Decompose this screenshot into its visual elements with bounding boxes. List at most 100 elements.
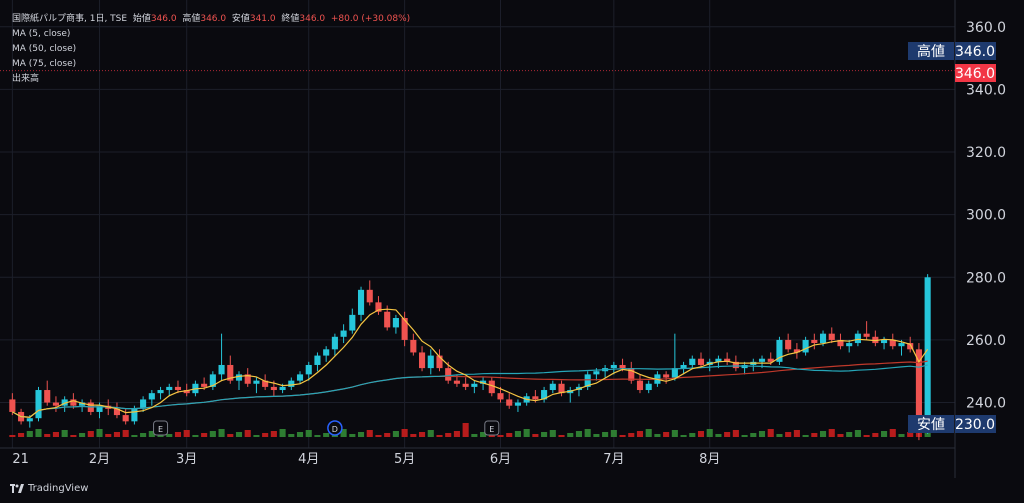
candle-body	[584, 374, 591, 387]
volume-bar	[584, 429, 591, 437]
volume-bar	[497, 435, 504, 437]
volume-bar	[9, 435, 16, 437]
event-label: E	[489, 425, 494, 434]
high-badge-value-bg	[955, 42, 996, 60]
volume-bar	[384, 433, 391, 437]
candle-body	[924, 277, 931, 431]
last-badge-value-bg	[955, 64, 996, 82]
x-tick-label: 4月	[298, 452, 319, 467]
volume-bar	[401, 429, 408, 437]
candle-body	[122, 415, 129, 422]
volume-bar	[70, 435, 77, 437]
volume-bar	[828, 429, 835, 437]
candle-body	[793, 349, 800, 353]
candle-body	[401, 318, 408, 340]
candle-body	[288, 380, 295, 387]
volume-bar	[253, 435, 260, 437]
y-tick-label: 260.0	[966, 333, 1006, 349]
candle-body	[436, 355, 443, 369]
volume-bar	[453, 431, 460, 437]
candle-body	[610, 364, 617, 369]
candle-body	[819, 333, 827, 344]
event-marker-e[interactable]: E	[484, 420, 500, 436]
low-badge-label-bg	[908, 415, 954, 433]
volume-bar	[209, 431, 216, 437]
candle-body	[915, 349, 922, 431]
y-tick-label: 240.0	[966, 396, 1006, 412]
candle-body	[471, 383, 478, 387]
volume-bar	[183, 430, 190, 437]
candle-body	[532, 396, 539, 400]
candle-body	[44, 390, 51, 403]
tradingview-logo[interactable]: TradingView	[10, 483, 88, 494]
volume-bar	[785, 432, 792, 437]
candle-body	[96, 405, 103, 412]
event-label: D	[332, 425, 338, 434]
volume-bar	[506, 433, 513, 437]
candle-body	[392, 318, 399, 328]
event-marker-d[interactable]: D	[327, 420, 343, 436]
volume-bar	[296, 432, 304, 437]
volume-bar	[732, 430, 739, 437]
volume-bar	[758, 431, 766, 437]
volume-bar	[558, 435, 565, 437]
candle-body	[183, 390, 190, 394]
candle-body	[201, 383, 208, 387]
candle-body	[619, 364, 626, 369]
x-tick-label: 8月	[699, 452, 720, 467]
price-badges: 高値 346.0 346.0 安値 230.0	[908, 42, 996, 433]
candle-body	[462, 383, 469, 387]
candle-body	[357, 289, 365, 315]
candle-body	[732, 361, 739, 369]
low-badge-value: 230.0	[955, 417, 995, 433]
candle-body	[907, 343, 914, 350]
candle-body	[174, 386, 182, 391]
legend-open-label: 始値	[132, 14, 151, 24]
volume-bar	[44, 434, 51, 437]
volume-bar	[131, 435, 138, 437]
y-tick-label: 320.0	[966, 145, 1006, 161]
candle-body	[506, 399, 513, 406]
volume-bar	[148, 431, 155, 437]
volume-bar	[532, 434, 539, 437]
candle-body	[645, 383, 652, 391]
volume-bar	[52, 432, 59, 437]
volume-bar	[724, 432, 731, 437]
volume-bar	[279, 429, 286, 437]
candle-body	[70, 399, 77, 406]
legend-volume[interactable]: 出来高	[12, 74, 40, 84]
legend-low: 341.0	[249, 14, 276, 24]
volume-bar	[288, 434, 295, 437]
volume-bar	[462, 423, 469, 437]
legend-change: +80.0 (+30.08%)	[330, 14, 411, 24]
volume-bar	[323, 433, 330, 437]
event-marker-e[interactable]: E	[153, 420, 169, 436]
volume-bar	[87, 431, 94, 437]
low-badge-value-bg	[955, 415, 996, 433]
dividend-icon	[327, 420, 343, 436]
legend-open: 346.0	[150, 14, 177, 24]
volume-bar	[262, 433, 269, 437]
candle-body	[558, 383, 565, 394]
y-tick-label: 300.0	[966, 208, 1006, 224]
volume-bar	[837, 434, 844, 437]
candle-body	[863, 333, 870, 337]
volume-bar	[610, 430, 617, 437]
candle-body	[140, 399, 147, 409]
legend-ma50[interactable]: MA (50, close)	[12, 44, 77, 54]
volume-bar	[122, 430, 129, 437]
volume-bar	[235, 432, 243, 437]
volume-bar	[61, 430, 68, 437]
high-badge-value: 346.0	[955, 44, 995, 60]
legend-ma5[interactable]: MA (5, close)	[12, 29, 71, 39]
candle-body	[331, 336, 338, 350]
legend-ma75[interactable]: MA (75, close)	[12, 59, 77, 69]
candle-body	[445, 368, 452, 381]
volume-bar	[907, 432, 914, 437]
candle-body	[349, 314, 356, 331]
event-label: E	[158, 425, 163, 434]
volume-bar	[166, 434, 173, 437]
candle-body	[296, 374, 304, 381]
